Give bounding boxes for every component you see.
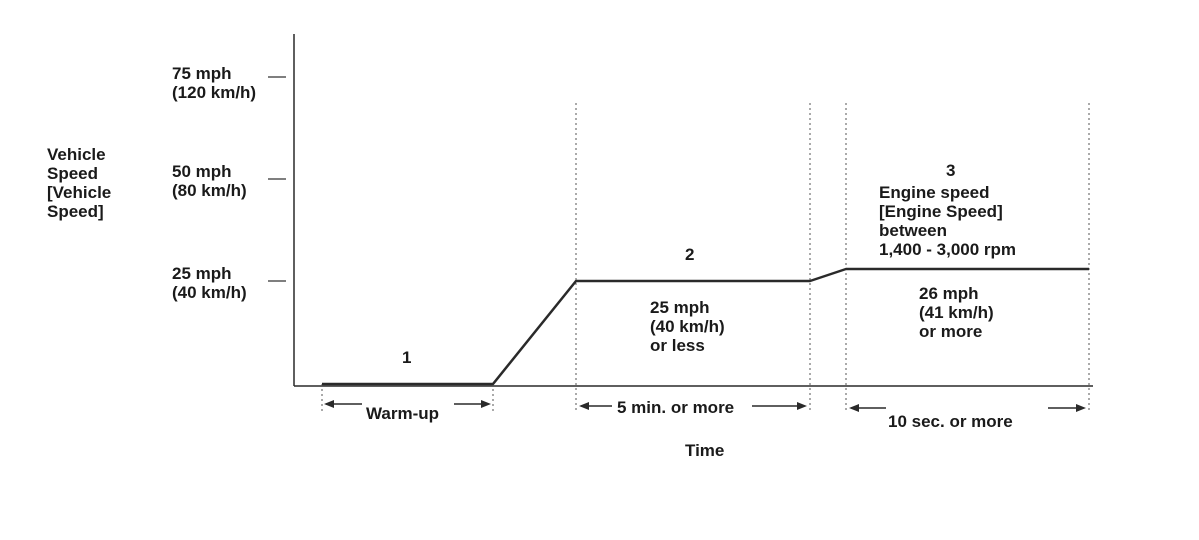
phase-2-speed-condition: 25 mph (40 km/h) or less xyxy=(650,298,725,355)
phase-3-engine-speed-note: Engine speed [Engine Speed] between 1,40… xyxy=(879,183,1017,259)
phase-2-duration-label: 5 min. or more xyxy=(617,398,735,417)
phase-2-number: 2 xyxy=(685,245,695,264)
x-axis-label: Time xyxy=(685,441,725,460)
y-tick-label-50: 50 mph (80 km/h) xyxy=(172,162,247,200)
duration-arrow-phase1 xyxy=(324,400,491,408)
phase-3-duration-label: 10 sec. or more xyxy=(888,412,1013,431)
phase-3-speed-condition: 26 mph (41 km/h) or more xyxy=(919,284,994,341)
phase-1-duration-label: Warm-up xyxy=(366,404,440,423)
y-tick-label-75: 75 mph (120 km/h) xyxy=(172,64,257,102)
phase-3-number: 3 xyxy=(946,161,956,180)
duration-arrow-phase3 xyxy=(849,404,1086,412)
y-tick-label-25: 25 mph (40 km/h) xyxy=(172,264,247,302)
duration-arrow-phase2 xyxy=(579,402,807,410)
speed-profile-line xyxy=(322,267,1089,386)
y-axis-label: Vehicle Speed [Vehicle Speed] xyxy=(47,145,112,221)
phase-1-number: 1 xyxy=(402,348,412,367)
